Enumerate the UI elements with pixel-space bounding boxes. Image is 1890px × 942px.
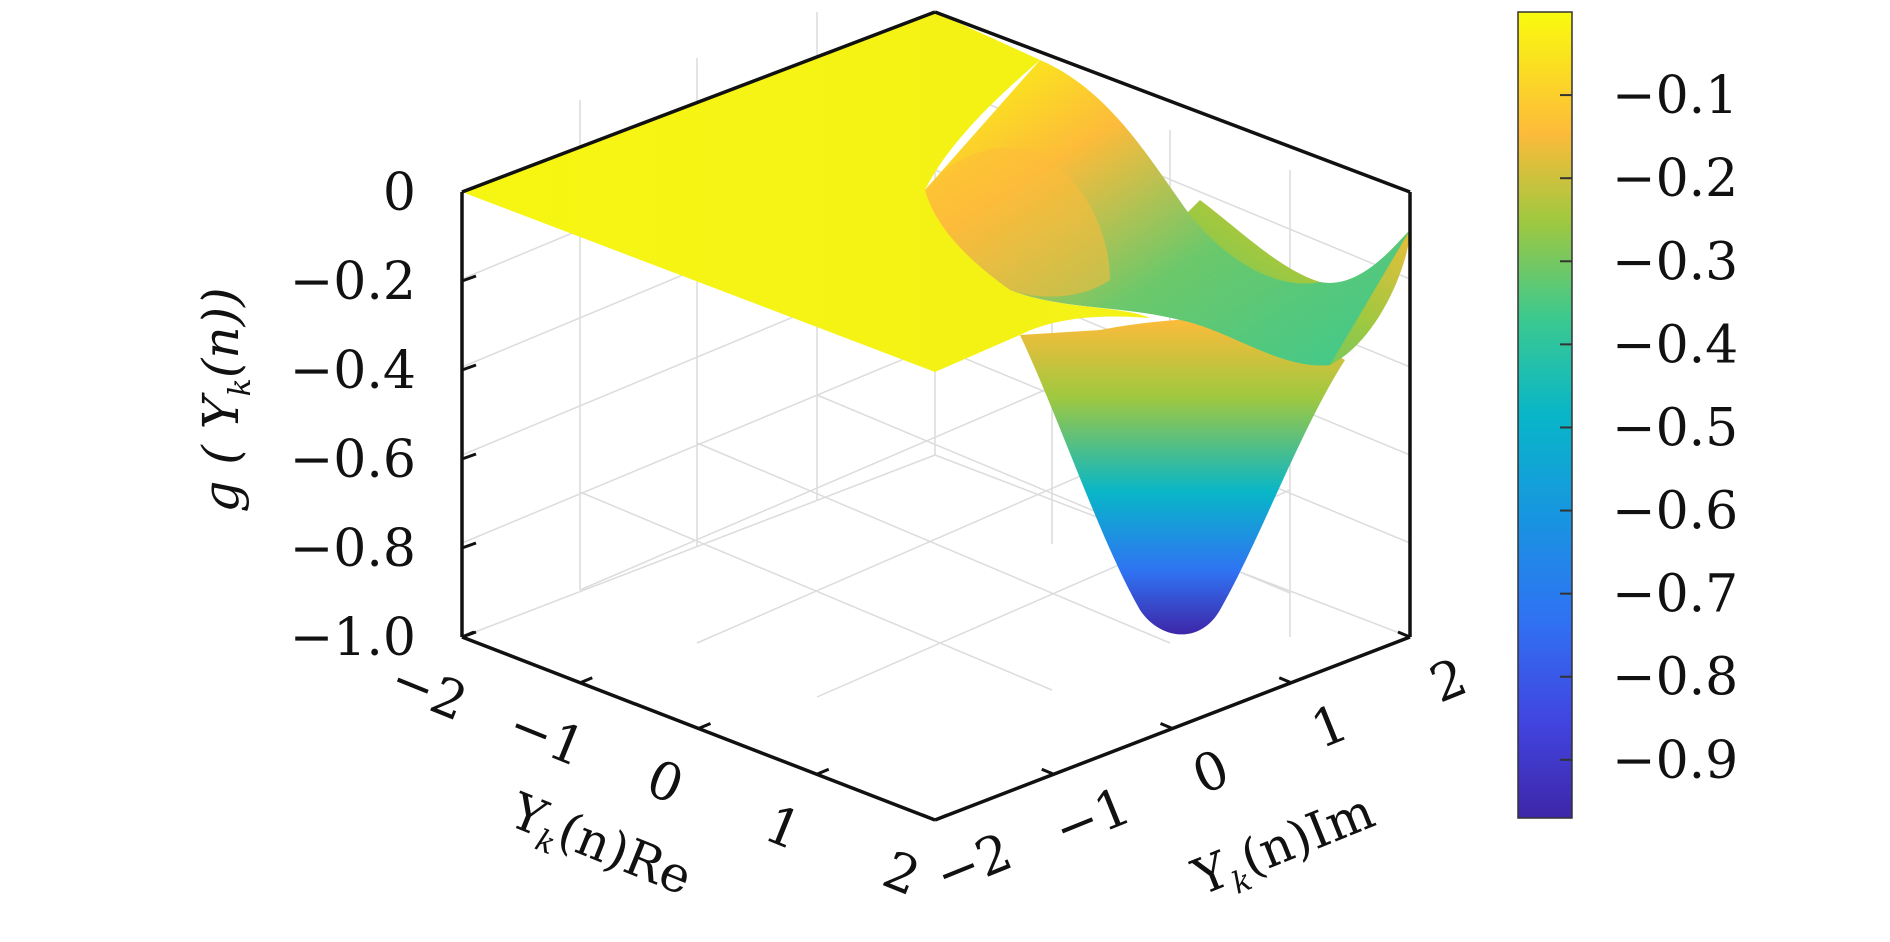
- x-tick-mark: [697, 722, 712, 730]
- y-tick-mark: [1159, 722, 1174, 730]
- z-tick-mark: [461, 274, 477, 283]
- z-tick-label: −0.8: [290, 519, 416, 579]
- z-tick-label: −0.6: [290, 430, 416, 490]
- colorbar: −0.1 −0.2 −0.3 −0.4 −0.5 −0.6 −0.7 −0.8 −0.9: [1517, 11, 1738, 819]
- colorbar-tick-label: −0.2: [1612, 149, 1738, 209]
- y-tick-label: −1: [1046, 776, 1140, 860]
- x-tick-mark: [934, 813, 948, 822]
- z-axis-label-sub: k: [223, 378, 258, 396]
- colorbar-ticks: −0.1 −0.2 −0.3 −0.4 −0.5 −0.6 −0.7 −0.8 −0.9: [1560, 66, 1738, 791]
- colorbar-tick-label: −0.7: [1612, 565, 1738, 625]
- surface-plateau: [462, 12, 1150, 372]
- x-axis-label-tail: (n)Re: [550, 801, 700, 907]
- y-tick-label: −2: [927, 822, 1021, 906]
- colorbar-gradient: [1517, 11, 1573, 819]
- y-tick-label: 0: [1185, 739, 1238, 807]
- x-tick-label: 1: [757, 794, 810, 862]
- y-tick-label: 1: [1303, 693, 1356, 761]
- z-tick-mark: [461, 185, 477, 194]
- z-tick-mark: [461, 363, 477, 372]
- x-tick-label: −1: [500, 695, 594, 779]
- x-tick-label: 2: [875, 840, 928, 908]
- y-axis-label-tail: (n)Im: [1232, 782, 1382, 888]
- z-tick-label: −1.0: [290, 608, 416, 668]
- x-tick-label: 0: [638, 749, 691, 817]
- y-tick-mark: [1041, 767, 1055, 776]
- z-tick-mark: [461, 541, 477, 550]
- y-tick-mark: [1278, 676, 1292, 685]
- z-axis-label-tail: (n)): [192, 287, 250, 378]
- x-tick-mark: [816, 767, 830, 776]
- colorbar-tick-label: −0.1: [1612, 66, 1738, 126]
- svg-text:g ( Yk(n)): g ( Yk(n)): [192, 287, 258, 512]
- colorbar-tick-label: −0.6: [1612, 482, 1738, 542]
- colorbar-tick-label: −0.4: [1612, 315, 1738, 375]
- z-axis-label: g ( Yk(n)): [192, 287, 258, 512]
- y-tick-label: 2: [1422, 647, 1475, 715]
- z-tick-label: −0.4: [290, 341, 416, 401]
- colorbar-tick-label: −0.9: [1612, 731, 1738, 791]
- y-tick-mark: [922, 813, 936, 822]
- x-tick-mark: [579, 676, 593, 685]
- z-tick-mark: [461, 452, 477, 461]
- z-tick-label: −0.2: [290, 252, 416, 312]
- x-tick-mark: [461, 630, 475, 639]
- z-axis-label-main: g ( Y: [192, 392, 250, 512]
- colorbar-tick-label: −0.3: [1612, 232, 1738, 292]
- z-tick-label: 0: [383, 163, 416, 223]
- surface-bowl: [1020, 318, 1345, 635]
- y-tick-mark: [1397, 630, 1411, 639]
- colorbar-tick-label: −0.5: [1612, 398, 1738, 458]
- surface-saddle: [925, 147, 1110, 297]
- z-axis-ticks: 0 −0.2 −0.4 −0.6 −0.8 −1.0: [290, 163, 477, 668]
- surface: [462, 12, 1410, 635]
- colorbar-tick-label: −0.8: [1612, 648, 1738, 708]
